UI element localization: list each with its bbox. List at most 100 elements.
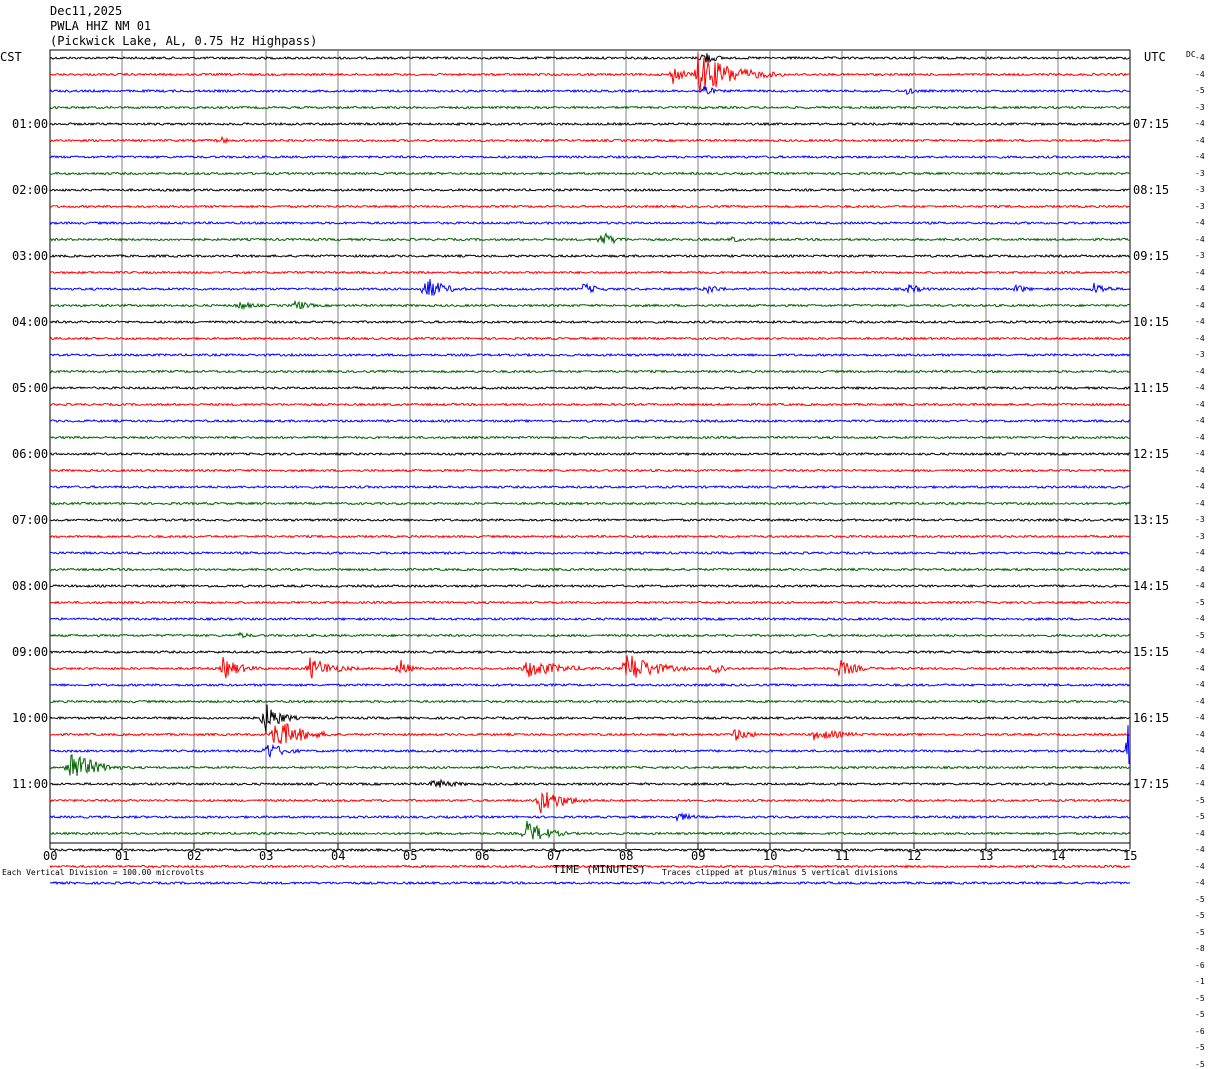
dc-offset-label: -4	[1195, 119, 1205, 128]
trace-row-25	[49, 468, 1131, 473]
trace-row-44	[49, 778, 1131, 788]
dc-offset-label: -8	[1195, 944, 1205, 953]
trace-row-16	[49, 319, 1131, 325]
right-timezone: UTC	[1144, 50, 1166, 64]
dc-offset-label: -4	[1195, 779, 1205, 788]
dc-offset-label: -5	[1195, 1010, 1205, 1019]
dc-offset-label: -4	[1195, 647, 1205, 656]
x-tick-label: 05	[403, 849, 418, 863]
x-tick-label: 00	[43, 849, 58, 863]
x-tick-label: 02	[187, 849, 202, 863]
dc-offset-label: -4	[1195, 449, 1205, 458]
dc-offset-label: -4	[1195, 861, 1205, 871]
x-tick-label: 03	[259, 849, 274, 863]
trace-row-10	[49, 220, 1131, 226]
dc-offset-label: -4	[1195, 69, 1205, 79]
right-hour-label: 13:15	[1133, 513, 1170, 527]
dc-offset-label: -3	[1195, 168, 1205, 178]
trace-row-43	[49, 754, 1131, 776]
left-hour-label: 10:00	[12, 711, 49, 725]
grid	[49, 49, 1131, 844]
right-hour-label: 10:15	[1133, 315, 1170, 329]
left-hour-label: 11:00	[12, 777, 49, 791]
trace-row-17	[49, 336, 1131, 341]
trace-row-32	[49, 583, 1131, 589]
dc-offset-label: -3	[1195, 185, 1205, 194]
dc-offset-label: -4	[1195, 564, 1205, 574]
dc-offset-label: -5	[1195, 927, 1205, 937]
dc-offset-label: -1	[1195, 977, 1205, 986]
dc-offset-label: -4	[1195, 333, 1205, 343]
dc-offset-label: -4	[1195, 135, 1205, 145]
trace-row-11	[49, 232, 1131, 245]
trace-row-26	[49, 484, 1131, 490]
right-hour-label: 12:15	[1133, 447, 1170, 461]
trace-row-28	[49, 517, 1131, 523]
left-hour-label: 05:00	[12, 381, 49, 395]
trace-row-15	[49, 299, 1131, 311]
dc-offset-label: -5	[1195, 795, 1205, 805]
clip-note: Traces clipped at plus/minus 5 vertical …	[662, 868, 899, 877]
dc-offset-label: -4	[1195, 317, 1205, 326]
dc-offset-label: -4	[1195, 432, 1205, 442]
dc-offset-label: -5	[1195, 894, 1205, 904]
dc-offset-label: -4	[1195, 746, 1205, 755]
dc-offset-label: -4	[1195, 762, 1205, 772]
x-tick-label: 08	[619, 849, 634, 863]
dc-offset-label: -4	[1195, 581, 1205, 590]
dc-offset-label: -5	[1195, 812, 1205, 821]
trace-row-18	[49, 352, 1131, 358]
left-hour-label: 06:00	[12, 447, 49, 461]
trace-row-5	[49, 135, 1131, 145]
dc-offset-label: -4	[1195, 366, 1205, 376]
trace-row-42	[49, 725, 1131, 765]
trace-row-23	[49, 435, 1131, 440]
trace-row-19	[49, 369, 1131, 374]
left-timezone: CST	[0, 50, 22, 64]
dc-offset-label: -5	[1195, 1059, 1205, 1069]
dc-offset-label: -3	[1195, 201, 1205, 211]
station-location: (Pickwick Lake, AL, 0.75 Hz Highpass)	[50, 34, 318, 48]
trace-row-24	[49, 451, 1131, 457]
plot-date: Dec11,2025	[50, 4, 123, 18]
left-hour-label: 04:00	[12, 315, 49, 329]
dc-offset-label: -4	[1195, 713, 1205, 722]
right-hour-label: 07:15	[1133, 117, 1170, 131]
trace-row-12	[49, 253, 1131, 259]
dc-offset-label: -4	[1195, 696, 1205, 706]
right-hour-label: 15:15	[1133, 645, 1170, 659]
x-tick-label: 10	[763, 849, 778, 863]
dc-offset-label: -4	[1195, 300, 1205, 310]
left-hour-label: 09:00	[12, 645, 49, 659]
x-tick-label: 14	[1051, 849, 1066, 863]
right-hour-label: 11:15	[1133, 381, 1170, 395]
trace-row-3	[49, 105, 1131, 110]
trace-row-2	[49, 86, 1130, 96]
dc-offset-label: -4	[1195, 399, 1205, 409]
dc-offset-label: -4	[1195, 218, 1205, 227]
trace-row-31	[49, 567, 1130, 572]
right-hour-label: 17:15	[1133, 777, 1170, 791]
right-hour-label: 09:15	[1133, 249, 1170, 263]
dc-offset-label: -3	[1195, 251, 1205, 260]
trace-row-4	[49, 121, 1131, 127]
trace-row-14	[49, 278, 1131, 297]
trace-row-27	[49, 501, 1131, 506]
dc-offset-label: -4	[1195, 53, 1205, 62]
trace-row-39	[49, 699, 1131, 704]
left-hour-label: 02:00	[12, 183, 49, 197]
trace-row-1	[49, 53, 1131, 93]
right-hour-label: 16:15	[1133, 711, 1170, 725]
station-id: PWLA HHZ NM 01	[50, 19, 152, 33]
trace-row-30	[49, 550, 1130, 556]
trace-row-48	[49, 847, 1131, 853]
x-tick-label: 13	[979, 849, 994, 863]
dc-offset-label: -4	[1195, 548, 1205, 557]
dc-offset-label: -4	[1195, 663, 1205, 673]
trace-row-6	[49, 154, 1131, 160]
dc-offset-label: -4	[1195, 498, 1205, 508]
trace-row-22	[49, 418, 1131, 424]
right-hour-label: 14:15	[1133, 579, 1170, 593]
dc-offset-label: -4	[1195, 878, 1205, 887]
dc-offset-label: -6	[1195, 960, 1205, 970]
